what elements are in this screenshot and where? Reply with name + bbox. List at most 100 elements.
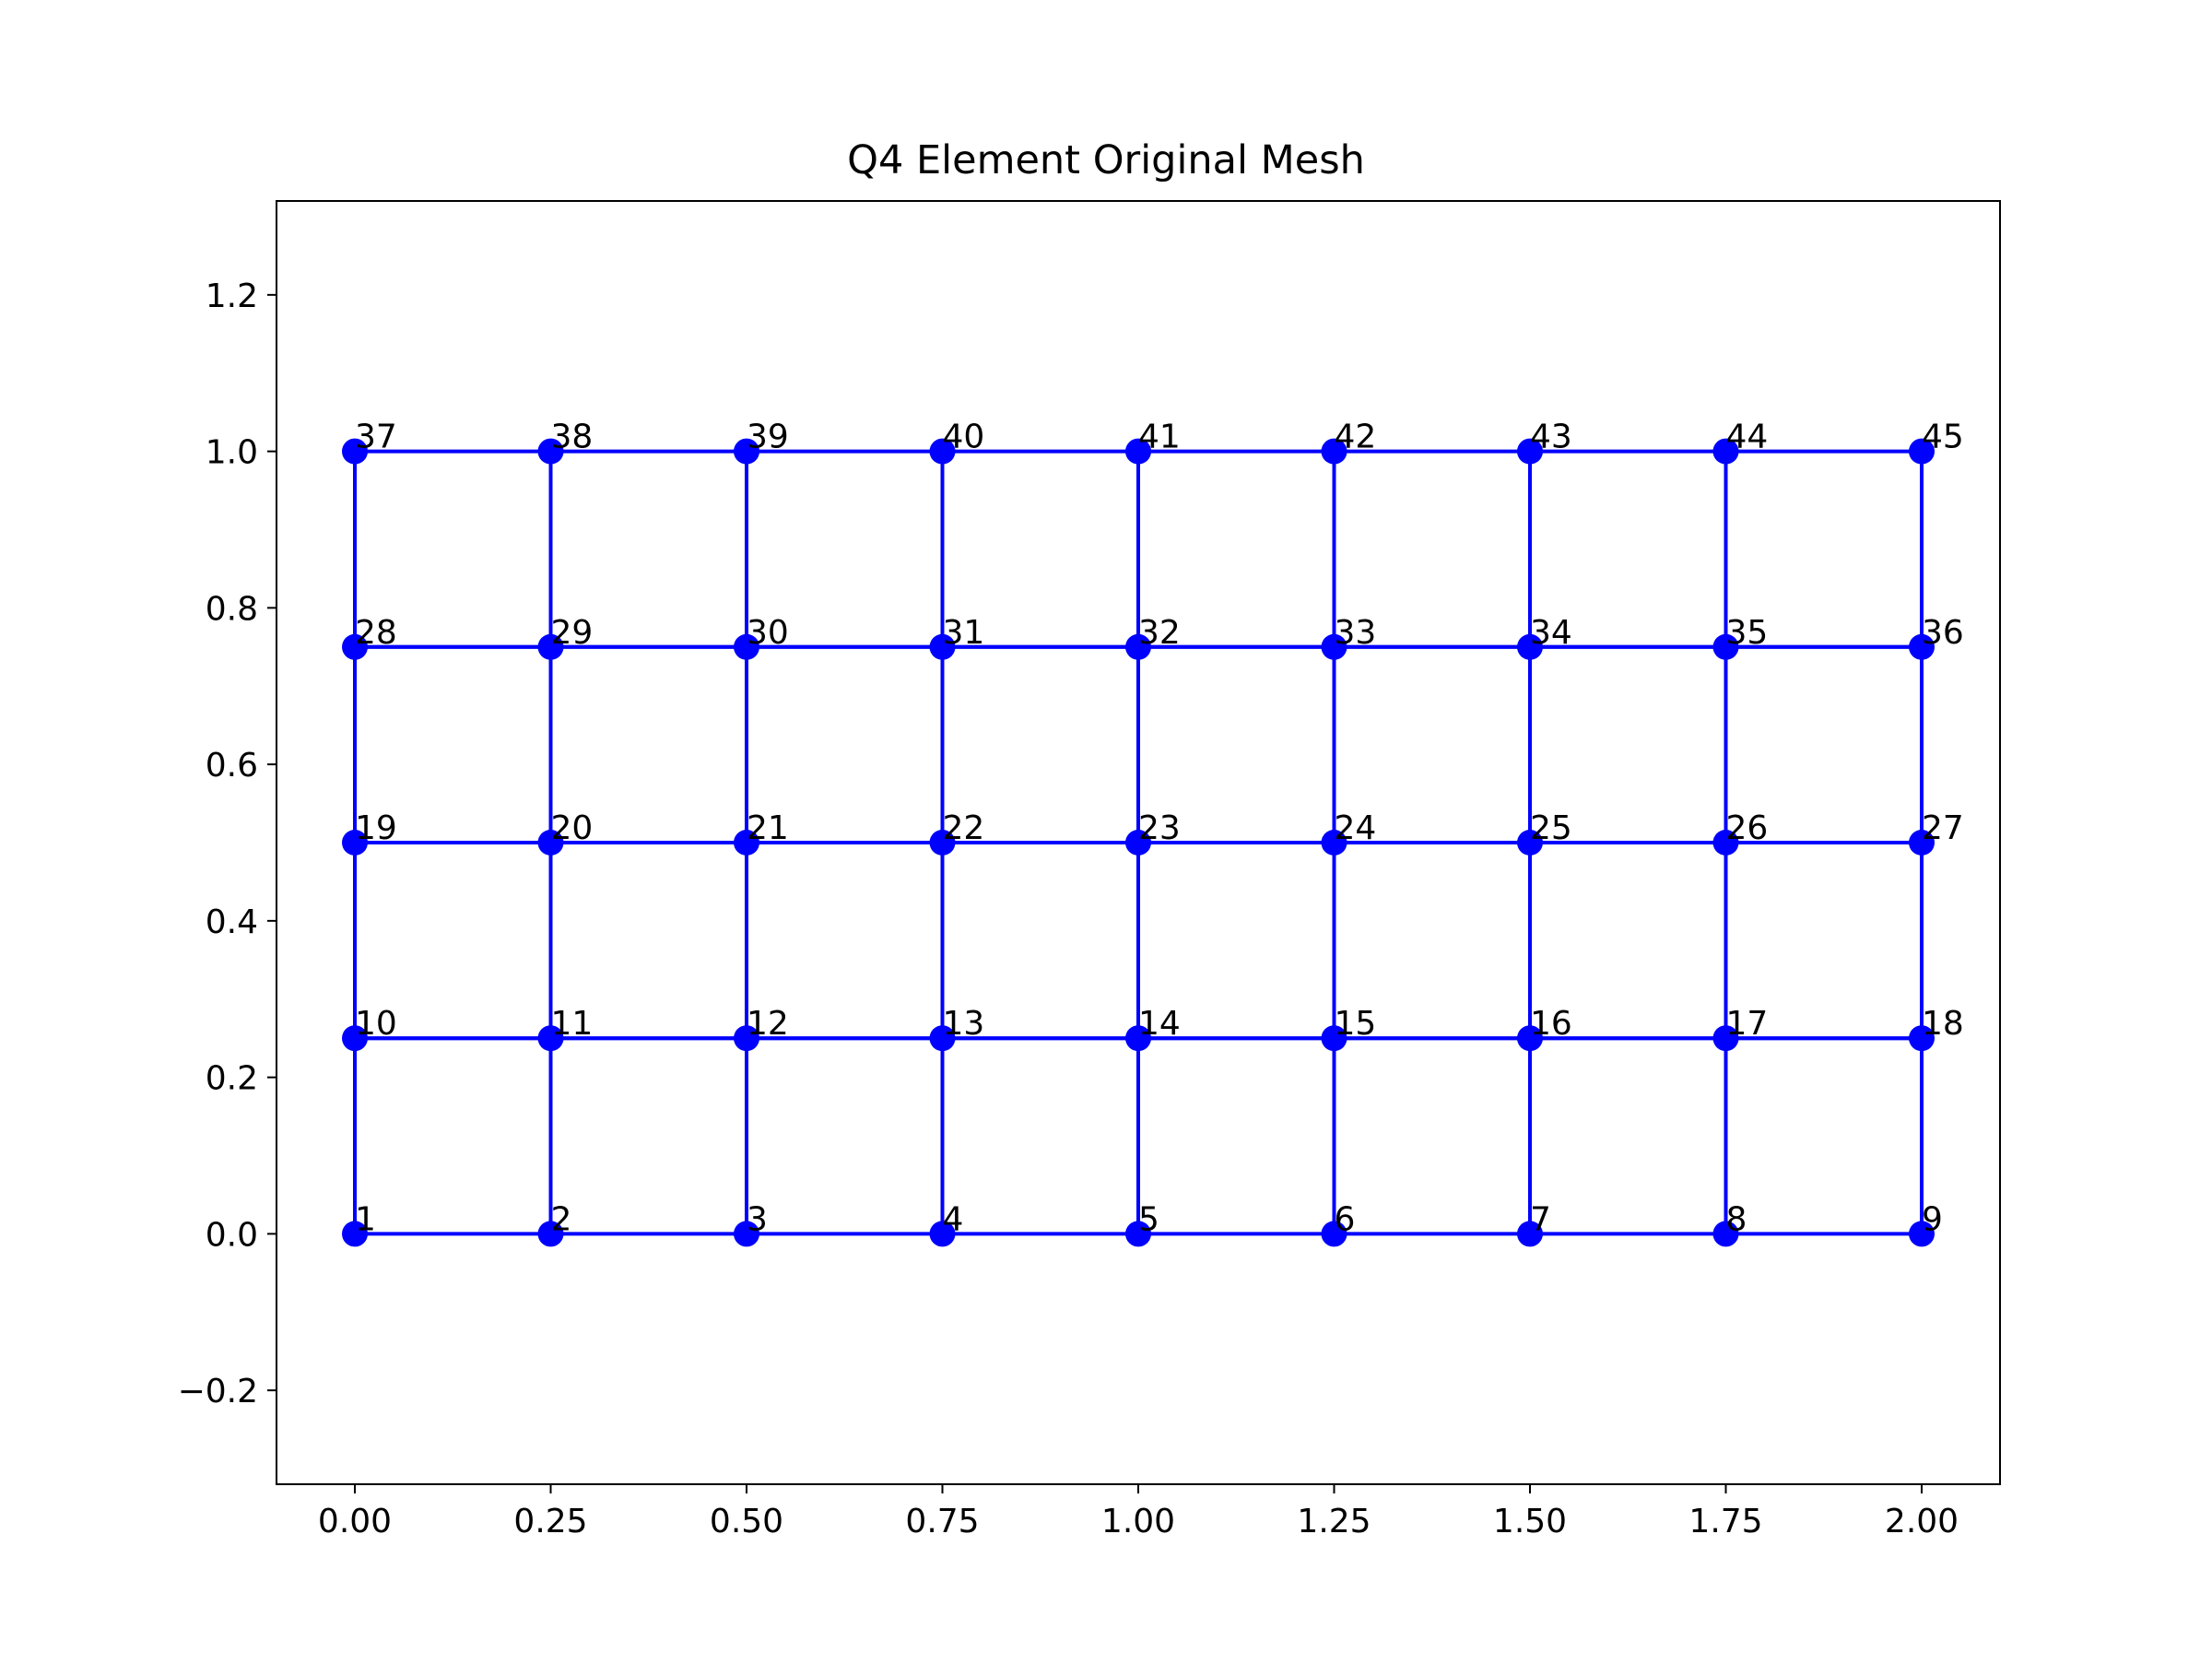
node-label-7: 7	[1530, 1200, 1551, 1238]
node-point-5	[1125, 1221, 1151, 1247]
node-label-16: 16	[1530, 1005, 1572, 1043]
node-label-13: 13	[943, 1005, 985, 1043]
node-label-19: 19	[355, 809, 397, 847]
node-label-12: 12	[747, 1005, 789, 1043]
node-point-40	[929, 438, 956, 465]
node-point-17	[1712, 1025, 1739, 1052]
node-label-2: 2	[551, 1200, 572, 1238]
node-point-44	[1712, 438, 1739, 465]
x-tick-label: 0.25	[513, 1503, 587, 1540]
node-label-45: 45	[1922, 419, 1964, 456]
node-label-25: 25	[1530, 809, 1572, 847]
node-label-9: 9	[1922, 1200, 1943, 1238]
node-point-32	[1125, 633, 1151, 660]
node-label-33: 33	[1335, 614, 1377, 652]
node-label-5: 5	[1138, 1200, 1159, 1238]
node-point-8	[1712, 1221, 1739, 1247]
node-point-37	[342, 438, 368, 465]
y-tick-label: 1.2	[206, 277, 258, 315]
node-point-3	[734, 1221, 759, 1247]
x-tick-label: 0.50	[710, 1503, 783, 1540]
node-label-31: 31	[943, 614, 985, 652]
node-point-27	[1909, 830, 1935, 856]
node-point-15	[1321, 1025, 1347, 1052]
node-label-34: 34	[1530, 614, 1572, 652]
node-point-1	[342, 1221, 368, 1247]
y-tick-label: 0.8	[206, 590, 258, 628]
node-point-21	[734, 830, 759, 856]
node-label-40: 40	[943, 419, 985, 456]
node-point-33	[1321, 633, 1347, 660]
node-label-22: 22	[943, 809, 985, 847]
node-label-29: 29	[551, 614, 594, 652]
node-label-10: 10	[355, 1005, 397, 1043]
x-axis-ticks: 0.00 0.25 0.50 0.75 1.00 1.25 1.50 1.75 2.00	[318, 1484, 1959, 1540]
node-point-25	[1517, 830, 1543, 856]
node-point-43	[1517, 438, 1543, 465]
node-label-41: 41	[1138, 419, 1181, 456]
node-label-44: 44	[1726, 419, 1769, 456]
node-point-29	[537, 633, 564, 660]
node-point-16	[1517, 1025, 1543, 1052]
y-tick-label: 1.0	[206, 434, 258, 472]
node-label-15: 15	[1335, 1005, 1377, 1043]
node-point-31	[929, 633, 956, 660]
mesh-nodes	[342, 438, 1935, 1247]
x-tick-label: 1.25	[1297, 1503, 1371, 1540]
x-tick-label: 1.00	[1101, 1503, 1175, 1540]
x-tick-label: 0.00	[318, 1503, 392, 1540]
node-point-11	[537, 1025, 564, 1052]
node-label-6: 6	[1335, 1200, 1356, 1238]
node-point-36	[1909, 633, 1935, 660]
node-point-39	[734, 438, 759, 465]
node-point-38	[537, 438, 564, 465]
node-point-18	[1909, 1025, 1935, 1052]
node-label-36: 36	[1922, 614, 1964, 652]
node-point-23	[1125, 830, 1151, 856]
node-point-19	[342, 830, 368, 856]
y-tick-label: 0.2	[206, 1060, 258, 1098]
node-label-3: 3	[747, 1200, 768, 1238]
node-label-21: 21	[747, 809, 789, 847]
node-label-14: 14	[1138, 1005, 1181, 1043]
node-point-26	[1712, 830, 1739, 856]
y-tick-label: 0.0	[206, 1216, 258, 1254]
node-point-13	[929, 1025, 956, 1052]
node-label-38: 38	[551, 419, 594, 456]
node-point-20	[537, 830, 564, 856]
node-point-14	[1125, 1025, 1151, 1052]
x-tick-label: 2.00	[1885, 1503, 1959, 1540]
node-point-35	[1712, 633, 1739, 660]
y-tick-label: 0.4	[206, 903, 258, 941]
y-tick-label: 0.6	[206, 747, 258, 785]
y-axis-ticks: −0.2 0.0 0.2 0.4 0.6 0.8 1.0 1.2	[178, 277, 276, 1410]
node-label-39: 39	[747, 419, 789, 456]
chart-title: Q4 Element Original Mesh	[847, 137, 1365, 183]
node-label-26: 26	[1726, 809, 1769, 847]
node-point-6	[1321, 1221, 1347, 1247]
node-point-22	[929, 830, 956, 856]
node-label-17: 17	[1726, 1005, 1769, 1043]
node-label-35: 35	[1726, 614, 1769, 652]
node-point-9	[1909, 1221, 1935, 1247]
node-point-2	[537, 1221, 564, 1247]
node-point-28	[342, 633, 368, 660]
node-point-41	[1125, 438, 1151, 465]
node-point-30	[734, 633, 759, 660]
node-label-32: 32	[1138, 614, 1181, 652]
node-point-45	[1909, 438, 1935, 465]
node-label-18: 18	[1922, 1005, 1964, 1043]
node-point-12	[734, 1025, 759, 1052]
node-label-28: 28	[355, 614, 397, 652]
node-point-7	[1517, 1221, 1543, 1247]
node-point-42	[1321, 438, 1347, 465]
node-label-27: 27	[1922, 809, 1964, 847]
node-label-1: 1	[355, 1200, 376, 1238]
x-tick-label: 0.75	[905, 1503, 979, 1540]
node-label-43: 43	[1530, 419, 1572, 456]
node-label-37: 37	[355, 419, 397, 456]
